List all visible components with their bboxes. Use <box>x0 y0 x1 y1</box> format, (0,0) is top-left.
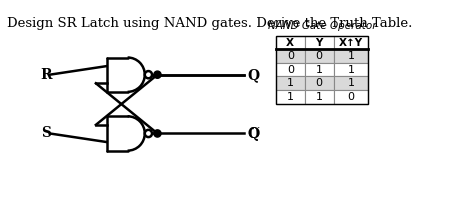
Bar <box>305 90 334 104</box>
Text: Q̅: Q̅ <box>248 126 260 140</box>
Bar <box>334 90 368 104</box>
Bar <box>334 36 368 49</box>
Text: 1: 1 <box>347 51 355 61</box>
Text: 0: 0 <box>347 92 355 102</box>
Text: 0: 0 <box>287 51 294 61</box>
Text: R: R <box>41 68 52 82</box>
Bar <box>334 49 368 63</box>
Text: X↑Y: X↑Y <box>339 38 363 48</box>
Bar <box>305 63 334 76</box>
Bar <box>334 63 368 76</box>
Text: 1: 1 <box>316 92 323 102</box>
Bar <box>276 36 305 49</box>
Text: 1: 1 <box>347 65 355 75</box>
Text: Y: Y <box>316 38 323 48</box>
Text: Design SR Latch using NAND gates. Derive the Truth Table.: Design SR Latch using NAND gates. Derive… <box>7 17 412 30</box>
Text: Q: Q <box>248 68 260 82</box>
Bar <box>276 76 305 90</box>
Bar <box>305 49 334 63</box>
Text: 1: 1 <box>316 65 323 75</box>
Circle shape <box>154 71 161 78</box>
Text: NAND Gate Operator: NAND Gate Operator <box>268 21 376 31</box>
Bar <box>334 76 368 90</box>
Text: 1: 1 <box>287 92 294 102</box>
Circle shape <box>145 130 152 137</box>
Text: 1: 1 <box>287 78 294 88</box>
Bar <box>276 36 368 104</box>
Bar <box>305 36 334 49</box>
Bar <box>276 49 305 63</box>
Text: 1: 1 <box>347 78 355 88</box>
Text: Q: Q <box>248 126 260 140</box>
Bar <box>276 90 305 104</box>
Text: X: X <box>286 38 294 48</box>
Bar <box>305 76 334 90</box>
Circle shape <box>154 130 161 137</box>
Text: 0: 0 <box>287 65 294 75</box>
Circle shape <box>145 71 152 78</box>
Bar <box>276 63 305 76</box>
Text: S: S <box>41 126 51 140</box>
Text: 0: 0 <box>316 78 323 88</box>
Text: Q̅: Q̅ <box>248 125 260 140</box>
Text: 0: 0 <box>316 51 323 61</box>
